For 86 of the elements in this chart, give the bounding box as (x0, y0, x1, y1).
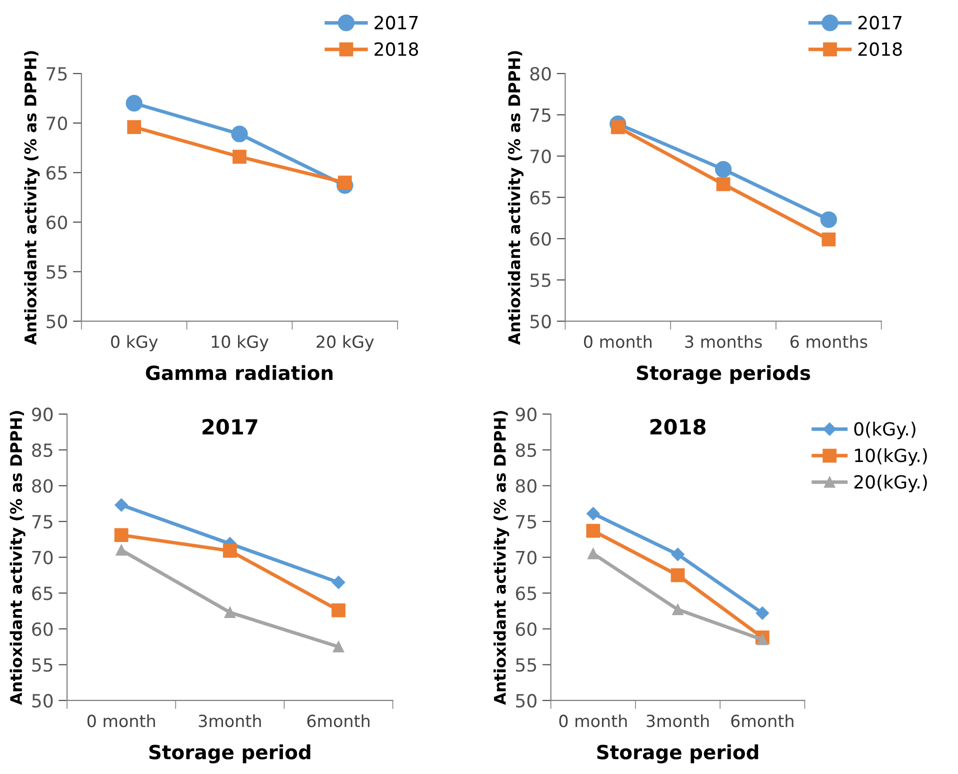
point (332, 641, 344, 652)
y-tick-label: 90 (32, 408, 53, 422)
x-tick-label: 6 months (790, 335, 868, 348)
y-tick-label: 75 (516, 515, 536, 529)
x-tick-label: 20 kGy (316, 335, 374, 352)
legend-label: 20(kGy.) (854, 474, 927, 492)
x-tick-label: 10 kGy (212, 335, 268, 352)
point (114, 528, 128, 542)
y-tick-label: 65 (32, 586, 52, 600)
y-tick-label: 85 (516, 443, 536, 458)
y-tick-label: 55 (32, 658, 52, 672)
chart-title: 2018 (650, 418, 706, 435)
y-tick-label: 55 (530, 274, 550, 288)
y-tick-label: 55 (516, 658, 536, 672)
y-tick-label: 65 (46, 166, 67, 180)
point (588, 548, 599, 560)
point (224, 606, 236, 618)
y-tick-label: 70 (32, 550, 53, 564)
point (126, 94, 142, 112)
point (231, 126, 248, 142)
x-tick-label: 0 month (584, 335, 652, 348)
y-tick-label: 85 (32, 443, 52, 458)
point (114, 498, 128, 512)
point (716, 177, 730, 192)
y-axis-title: Antioxidant activity (% as DPPH) (24, 51, 40, 345)
legend-label: 10(kGy.) (855, 448, 927, 466)
y-tick-label: 80 (530, 66, 551, 81)
point (332, 576, 346, 589)
point (756, 634, 768, 646)
y-axis-title: Antioxidant activity (% as DPPH) (10, 411, 26, 705)
point (670, 568, 685, 582)
x-axis-title: Storage period (597, 744, 758, 764)
legend-label: 2018 (858, 42, 902, 56)
y-tick-label: 65 (516, 586, 536, 600)
point (338, 176, 352, 190)
y-tick-label: 55 (46, 265, 67, 279)
x-tick-label: 3month (198, 714, 261, 728)
x-tick-label: 0 month (87, 714, 155, 728)
y-axis-title: Antioxidant activity (% as DPPH) (494, 411, 510, 705)
y-tick-label: 75 (46, 67, 67, 81)
point (610, 120, 625, 134)
y-tick-label: 50 (32, 694, 53, 708)
y-tick-label: 60 (46, 216, 68, 230)
point (586, 507, 600, 520)
point (822, 232, 836, 246)
point (820, 211, 838, 228)
point (332, 603, 346, 618)
point (116, 544, 127, 556)
y-tick-label: 50 (46, 314, 68, 328)
y-axis-title: Antioxidant activity (% as DPPH) (508, 51, 524, 345)
y-tick-label: 70 (46, 116, 68, 130)
y-tick-label: 60 (530, 232, 551, 246)
legend-label: 0(kGy.) (854, 422, 916, 440)
y-tick-label: 70 (530, 150, 551, 164)
legend-label: 2017 (374, 16, 418, 30)
point (222, 544, 237, 558)
point (586, 524, 600, 538)
y-tick-label: 70 (516, 550, 536, 564)
point (127, 120, 142, 134)
point (232, 150, 246, 164)
y-tick-label: 75 (530, 108, 550, 122)
x-tick-label: 3 months (685, 335, 762, 348)
y-tick-label: 75 (32, 515, 52, 529)
x-tick-label: 6month (307, 714, 370, 728)
y-tick-label: 80 (516, 479, 536, 493)
y-tick-label: 50 (516, 694, 536, 708)
y-tick-label: 65 (530, 190, 550, 204)
y-tick-label: 90 (516, 408, 536, 422)
chart-title: 2017 (202, 418, 258, 435)
y-tick-label: 80 (32, 479, 53, 493)
point (672, 604, 684, 616)
x-axis-title: Storage periods (636, 365, 810, 384)
x-axis-title: Storage period (149, 744, 310, 764)
x-tick-label: 0 kGy (111, 335, 158, 352)
point (671, 548, 684, 562)
point (756, 606, 769, 620)
x-tick-label: 3month (646, 714, 709, 728)
legend-label: 2017 (858, 16, 902, 30)
x-tick-label: 0 month (559, 714, 627, 728)
x-tick-label: 6month (731, 714, 794, 728)
y-tick-label: 60 (32, 622, 53, 636)
x-axis-title: Gamma radiation (146, 365, 333, 380)
legend-label: 2018 (374, 42, 418, 56)
y-tick-label: 50 (530, 314, 551, 328)
y-tick-label: 60 (516, 622, 536, 636)
point (714, 160, 732, 178)
